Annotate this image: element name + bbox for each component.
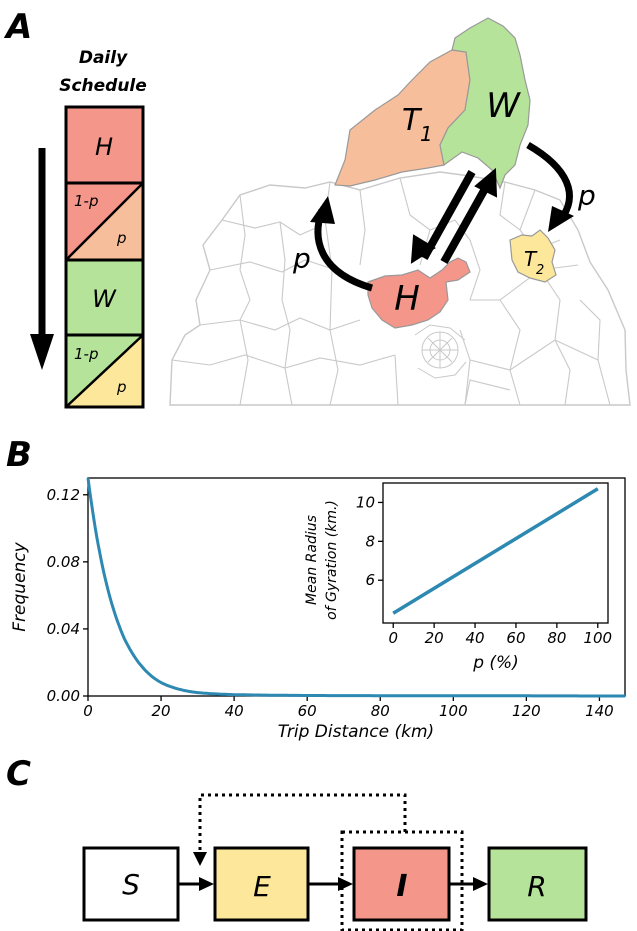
schedule-title-line2: Schedule: [59, 76, 147, 96]
main-chart: 0 20 40 60 80 100 120 140 0.000.040.080.12 Trip…: [10, 477, 626, 742]
schedule-split2-p: p: [116, 378, 127, 396]
map-trip1-label: T: [402, 103, 423, 138]
schedule-work-box: [64, 258, 145, 337]
seir-label-e: E: [253, 870, 271, 903]
inset-x-tick-label: 40: [465, 629, 484, 647]
schedule-split-box-1: 1-p p: [64, 181, 145, 262]
main-x-tick-label: 80: [371, 702, 390, 720]
map-curved-arrow-work-to-trip2-head: [548, 206, 574, 232]
main-y-tick-label: 0.00: [47, 687, 80, 705]
main-x-tick-label: 40: [225, 702, 244, 720]
map-work-label: W: [486, 86, 521, 126]
panel-c-letter: C: [6, 754, 31, 794]
seir-dotted-feedback: [198, 793, 407, 860]
map-p-right: p: [577, 179, 596, 212]
seir-label-r: R: [527, 870, 546, 903]
map-region-work: [439, 17, 531, 190]
seir-box-s: [82, 846, 180, 922]
region-map: T 1 W H T 2 p p: [169, 17, 631, 406]
schedule-split-box-2: 1-p p: [64, 333, 145, 409]
main-chart-xlabel: Trip Distance (km): [278, 722, 434, 742]
seir-arrow-i-to-r-head: [473, 877, 488, 891]
seir-label-i: I: [396, 869, 407, 904]
schedule-home-label: H: [95, 133, 113, 161]
map-trip2-label: T: [524, 247, 538, 271]
main-x-tick-label: 0: [83, 702, 93, 720]
main-x-tick-label: 20: [152, 702, 171, 720]
main-chart-ylabel: Frequency: [10, 541, 30, 631]
schedule-time-arrow-head: [30, 334, 54, 370]
main-x-tick-label: 60: [298, 702, 317, 720]
main-x-tick-label: 100: [439, 702, 468, 720]
inset-x-tick-label: 80: [547, 629, 566, 647]
map-trip1-sub: 1: [420, 122, 433, 146]
map-arrow-home-to-work: [440, 185, 490, 264]
panel-c: C S E I R: [6, 754, 588, 931]
inset-x-tick-label: 60: [506, 629, 525, 647]
panel-a-letter: A: [3, 7, 32, 47]
inset-chart-xlabel: p (%): [472, 653, 519, 673]
schedule-work-label: W: [92, 285, 117, 313]
main-x-ticks: 0 20 40 60 80 100 120 140: [83, 696, 614, 720]
main-y-ticks: 0.00 0.04 0.08 0.12: [47, 486, 88, 705]
main-x-tick-label: 140: [585, 702, 614, 720]
inset-y-tick-label: 10: [356, 493, 375, 511]
schedule-split1-one-minus-p: 1-p: [74, 192, 98, 210]
inset-x-tick-label: 100: [583, 629, 612, 647]
seir-dotted-feedback-head: [193, 852, 207, 866]
daily-schedule: Daily Schedule H 1-p p W: [30, 48, 147, 409]
inset-y-tick-label: 6: [365, 571, 375, 589]
inset-chart-ylabel-line2: of Gyration (km.): [324, 500, 340, 620]
map-home-label: H: [394, 279, 420, 319]
main-x-tick-label: 120: [512, 702, 541, 720]
inset-y-ticks: 6 8 10: [356, 493, 383, 589]
inset-x-tick-label: 0: [388, 629, 398, 647]
main-y-tick-label: 0.04: [47, 620, 80, 638]
seir-label-s: S: [122, 868, 140, 901]
schedule-split1-p: p: [116, 229, 127, 247]
main-y-tick-label: 0.12: [47, 486, 80, 504]
map-curved-arrow-home-to-trip1-head: [310, 196, 335, 224]
schedule-split2-one-minus-p: 1-p: [74, 345, 98, 363]
inset-chart: 0 20 40 60 80 100 6 8 10 p (%) Mean Radius of G…: [304, 482, 612, 673]
seir-arrow-s-to-e-head: [199, 877, 214, 891]
map-p-left: p: [292, 242, 311, 275]
map-arrow-home-to-work-head: [474, 167, 498, 198]
inset-x-tick-label: 20: [425, 629, 444, 647]
map-municipality-borders: [171, 177, 611, 406]
panel-a: A Daily Schedule H 1-p p W: [3, 7, 631, 409]
map-arrow-work-to-home: [420, 170, 476, 260]
main-y-tick-label: 0.08: [47, 553, 80, 571]
inset-x-ticks: 0 20 40 60 80 100: [388, 623, 612, 647]
map-trip2-sub: 2: [536, 263, 544, 278]
inset-y-tick-label: 8: [365, 532, 375, 550]
panel-b-letter: B: [6, 435, 32, 475]
inset-chart-ylabel-line1: Mean Radius: [304, 515, 320, 605]
map-region-home: [367, 257, 471, 329]
map-region-trip2: [509, 229, 557, 283]
map-dense-center: [414, 324, 467, 379]
inset-chart-series-line: [392, 487, 599, 615]
schedule-title-line1: Daily: [79, 48, 128, 68]
seir-box-r: [487, 846, 588, 922]
map-arrow-work-to-home-head: [410, 234, 436, 264]
seir-box-e: [213, 846, 310, 922]
seir-box-i: [352, 846, 451, 922]
seir-arrow-e-to-i-head: [338, 877, 353, 891]
panel-b: B 0 20 40 60 80 100 120 140 0.000.040.080.12 Tr…: [6, 435, 626, 742]
main-chart-series-line: [86, 477, 625, 698]
